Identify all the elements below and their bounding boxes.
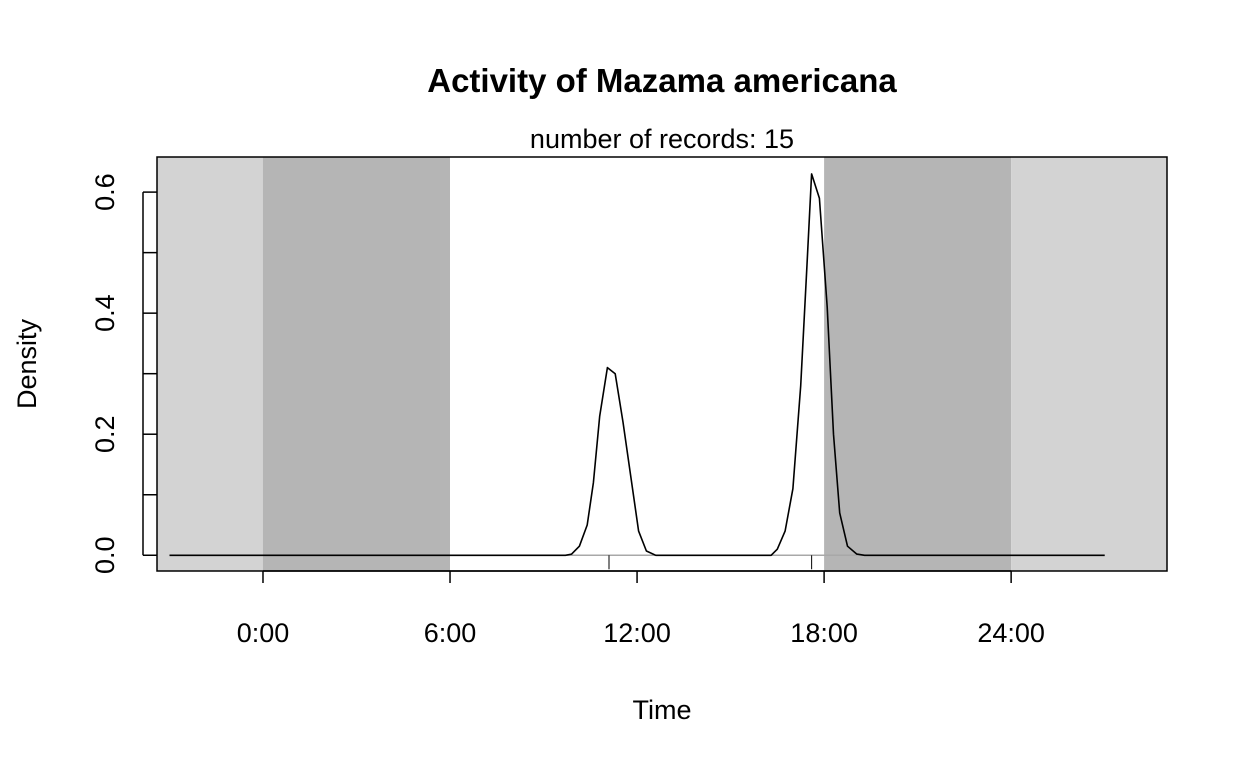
shading-band-1 (262, 157, 451, 571)
x-tick-label-2: 12:00 (603, 618, 671, 648)
x-axis-label: Time (633, 695, 692, 725)
shading-band-2 (450, 157, 825, 571)
y-tick-label-1: 0.2 (90, 415, 120, 453)
x-tick-label-4: 24:00 (977, 618, 1045, 648)
x-axis: 0:00 6:00 12:00 18:00 24:00 (237, 570, 1045, 648)
shading-band-4 (1011, 157, 1167, 571)
x-tick-label-0: 0:00 (237, 618, 290, 648)
y-tick-label-0: 0.0 (90, 536, 120, 574)
x-tick-label-1: 6:00 (424, 618, 477, 648)
y-tick-label-3: 0.6 (90, 173, 120, 211)
y-axis-label: Density (12, 318, 42, 409)
density-curve (169, 173, 1105, 557)
y-tick-label-2: 0.4 (90, 294, 120, 332)
chart-subtitle: number of records: 15 (530, 124, 794, 154)
density-curve-layer (169, 173, 1105, 557)
y-axis: 0.0 0.2 0.4 0.6 (90, 173, 157, 574)
time-shading-bands (157, 157, 1167, 571)
shading-band-0 (157, 157, 263, 571)
shading-band-3 (824, 157, 1012, 571)
rug-marks (608, 555, 813, 570)
chart-title: Activity of Mazama americana (427, 62, 897, 99)
x-tick-label-3: 18:00 (790, 618, 858, 648)
